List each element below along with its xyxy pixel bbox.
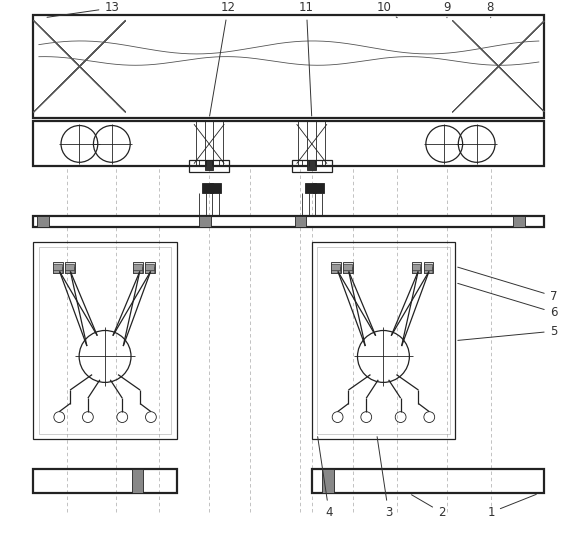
Text: 7: 7 — [458, 267, 557, 302]
Bar — [53, 267, 62, 273]
Bar — [133, 262, 143, 273]
Text: 6: 6 — [458, 283, 557, 319]
Text: 3: 3 — [377, 437, 392, 519]
Bar — [53, 264, 62, 269]
Bar — [343, 262, 353, 273]
Bar — [312, 469, 545, 493]
Bar — [331, 267, 340, 273]
Text: 12: 12 — [210, 2, 236, 116]
Text: 9: 9 — [443, 2, 451, 18]
Bar — [424, 267, 432, 273]
Bar — [39, 248, 171, 434]
Text: 2: 2 — [412, 495, 445, 519]
Bar — [205, 162, 213, 170]
Bar — [305, 183, 316, 193]
Bar — [210, 183, 221, 193]
Bar — [292, 160, 332, 172]
Bar — [65, 262, 75, 273]
Bar — [133, 264, 142, 269]
Bar — [308, 162, 316, 170]
Bar — [294, 216, 306, 228]
Bar — [322, 469, 334, 493]
Bar — [424, 262, 434, 273]
Bar — [37, 216, 49, 228]
Bar — [189, 160, 229, 172]
Bar — [513, 216, 525, 228]
Bar — [65, 264, 74, 269]
Bar — [145, 267, 154, 273]
Text: 4: 4 — [317, 437, 333, 519]
Bar — [317, 248, 450, 434]
Bar — [412, 267, 420, 273]
Text: 8: 8 — [486, 2, 494, 18]
Text: 13: 13 — [47, 2, 119, 17]
Bar — [53, 262, 63, 273]
Bar — [424, 264, 432, 269]
Bar — [145, 262, 155, 273]
Bar — [199, 216, 211, 228]
Text: 1: 1 — [488, 494, 536, 519]
Text: 10: 10 — [376, 2, 397, 18]
Bar — [412, 262, 421, 273]
Bar — [133, 267, 142, 273]
Text: 5: 5 — [458, 325, 557, 340]
Bar — [412, 264, 420, 269]
Bar — [313, 183, 324, 193]
Bar — [33, 121, 545, 166]
Bar — [132, 469, 143, 493]
Bar — [33, 242, 177, 440]
Bar — [33, 216, 545, 228]
Bar — [343, 264, 352, 269]
Bar — [145, 264, 154, 269]
Bar — [312, 242, 455, 440]
Bar — [331, 262, 341, 273]
Bar — [331, 264, 340, 269]
Bar — [202, 183, 213, 193]
Bar — [33, 469, 177, 493]
Bar — [65, 267, 74, 273]
Bar — [33, 15, 545, 118]
Bar — [343, 267, 352, 273]
Text: 11: 11 — [299, 2, 314, 116]
